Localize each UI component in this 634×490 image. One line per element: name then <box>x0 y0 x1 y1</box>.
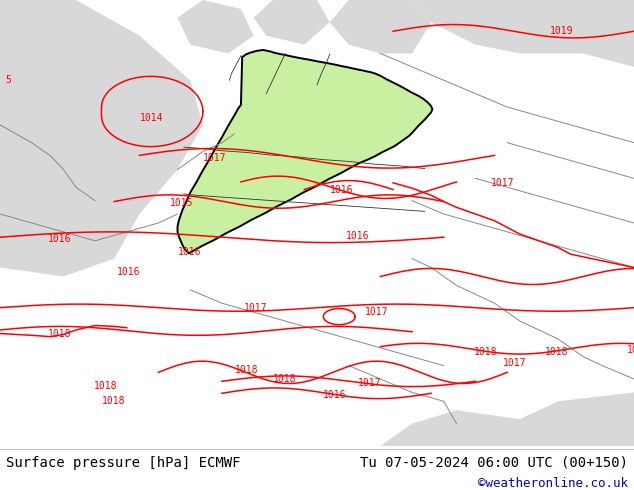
Text: 1016: 1016 <box>117 267 141 277</box>
Text: 1019: 1019 <box>550 26 574 36</box>
Text: 1018: 1018 <box>273 374 296 384</box>
Text: 1017: 1017 <box>244 303 268 313</box>
Polygon shape <box>412 0 634 67</box>
Text: 1016: 1016 <box>178 247 201 257</box>
Text: 5: 5 <box>5 75 11 85</box>
Text: 1018: 1018 <box>235 365 258 375</box>
Text: Tu 07-05-2024 06:00 UTC (00+150): Tu 07-05-2024 06:00 UTC (00+150) <box>359 456 628 469</box>
Polygon shape <box>380 392 634 446</box>
Text: Surface pressure [hPa] ECMWF: Surface pressure [hPa] ECMWF <box>6 456 241 469</box>
Text: ©weatheronline.co.uk: ©weatheronline.co.uk <box>477 477 628 490</box>
Text: 1017: 1017 <box>491 178 515 188</box>
Text: 1018: 1018 <box>48 329 71 340</box>
Polygon shape <box>178 0 254 53</box>
Text: 1018: 1018 <box>101 396 125 406</box>
Text: 1017: 1017 <box>503 358 526 368</box>
Polygon shape <box>254 0 330 45</box>
Text: 1017: 1017 <box>365 307 388 317</box>
Text: 1018: 1018 <box>474 347 498 357</box>
Text: 1018: 1018 <box>94 381 117 391</box>
Text: 1017: 1017 <box>203 153 226 163</box>
Text: 1016: 1016 <box>48 234 71 244</box>
Text: 1018: 1018 <box>626 345 634 355</box>
Text: 1014: 1014 <box>139 113 163 123</box>
Polygon shape <box>0 0 203 276</box>
Text: 1016: 1016 <box>323 390 347 400</box>
Text: 1016: 1016 <box>330 185 353 195</box>
Text: 1017: 1017 <box>358 378 382 389</box>
Text: 1015: 1015 <box>170 198 193 208</box>
Polygon shape <box>330 0 431 53</box>
Text: 1018: 1018 <box>545 347 569 357</box>
Polygon shape <box>178 50 432 253</box>
Text: 1016: 1016 <box>346 231 369 242</box>
